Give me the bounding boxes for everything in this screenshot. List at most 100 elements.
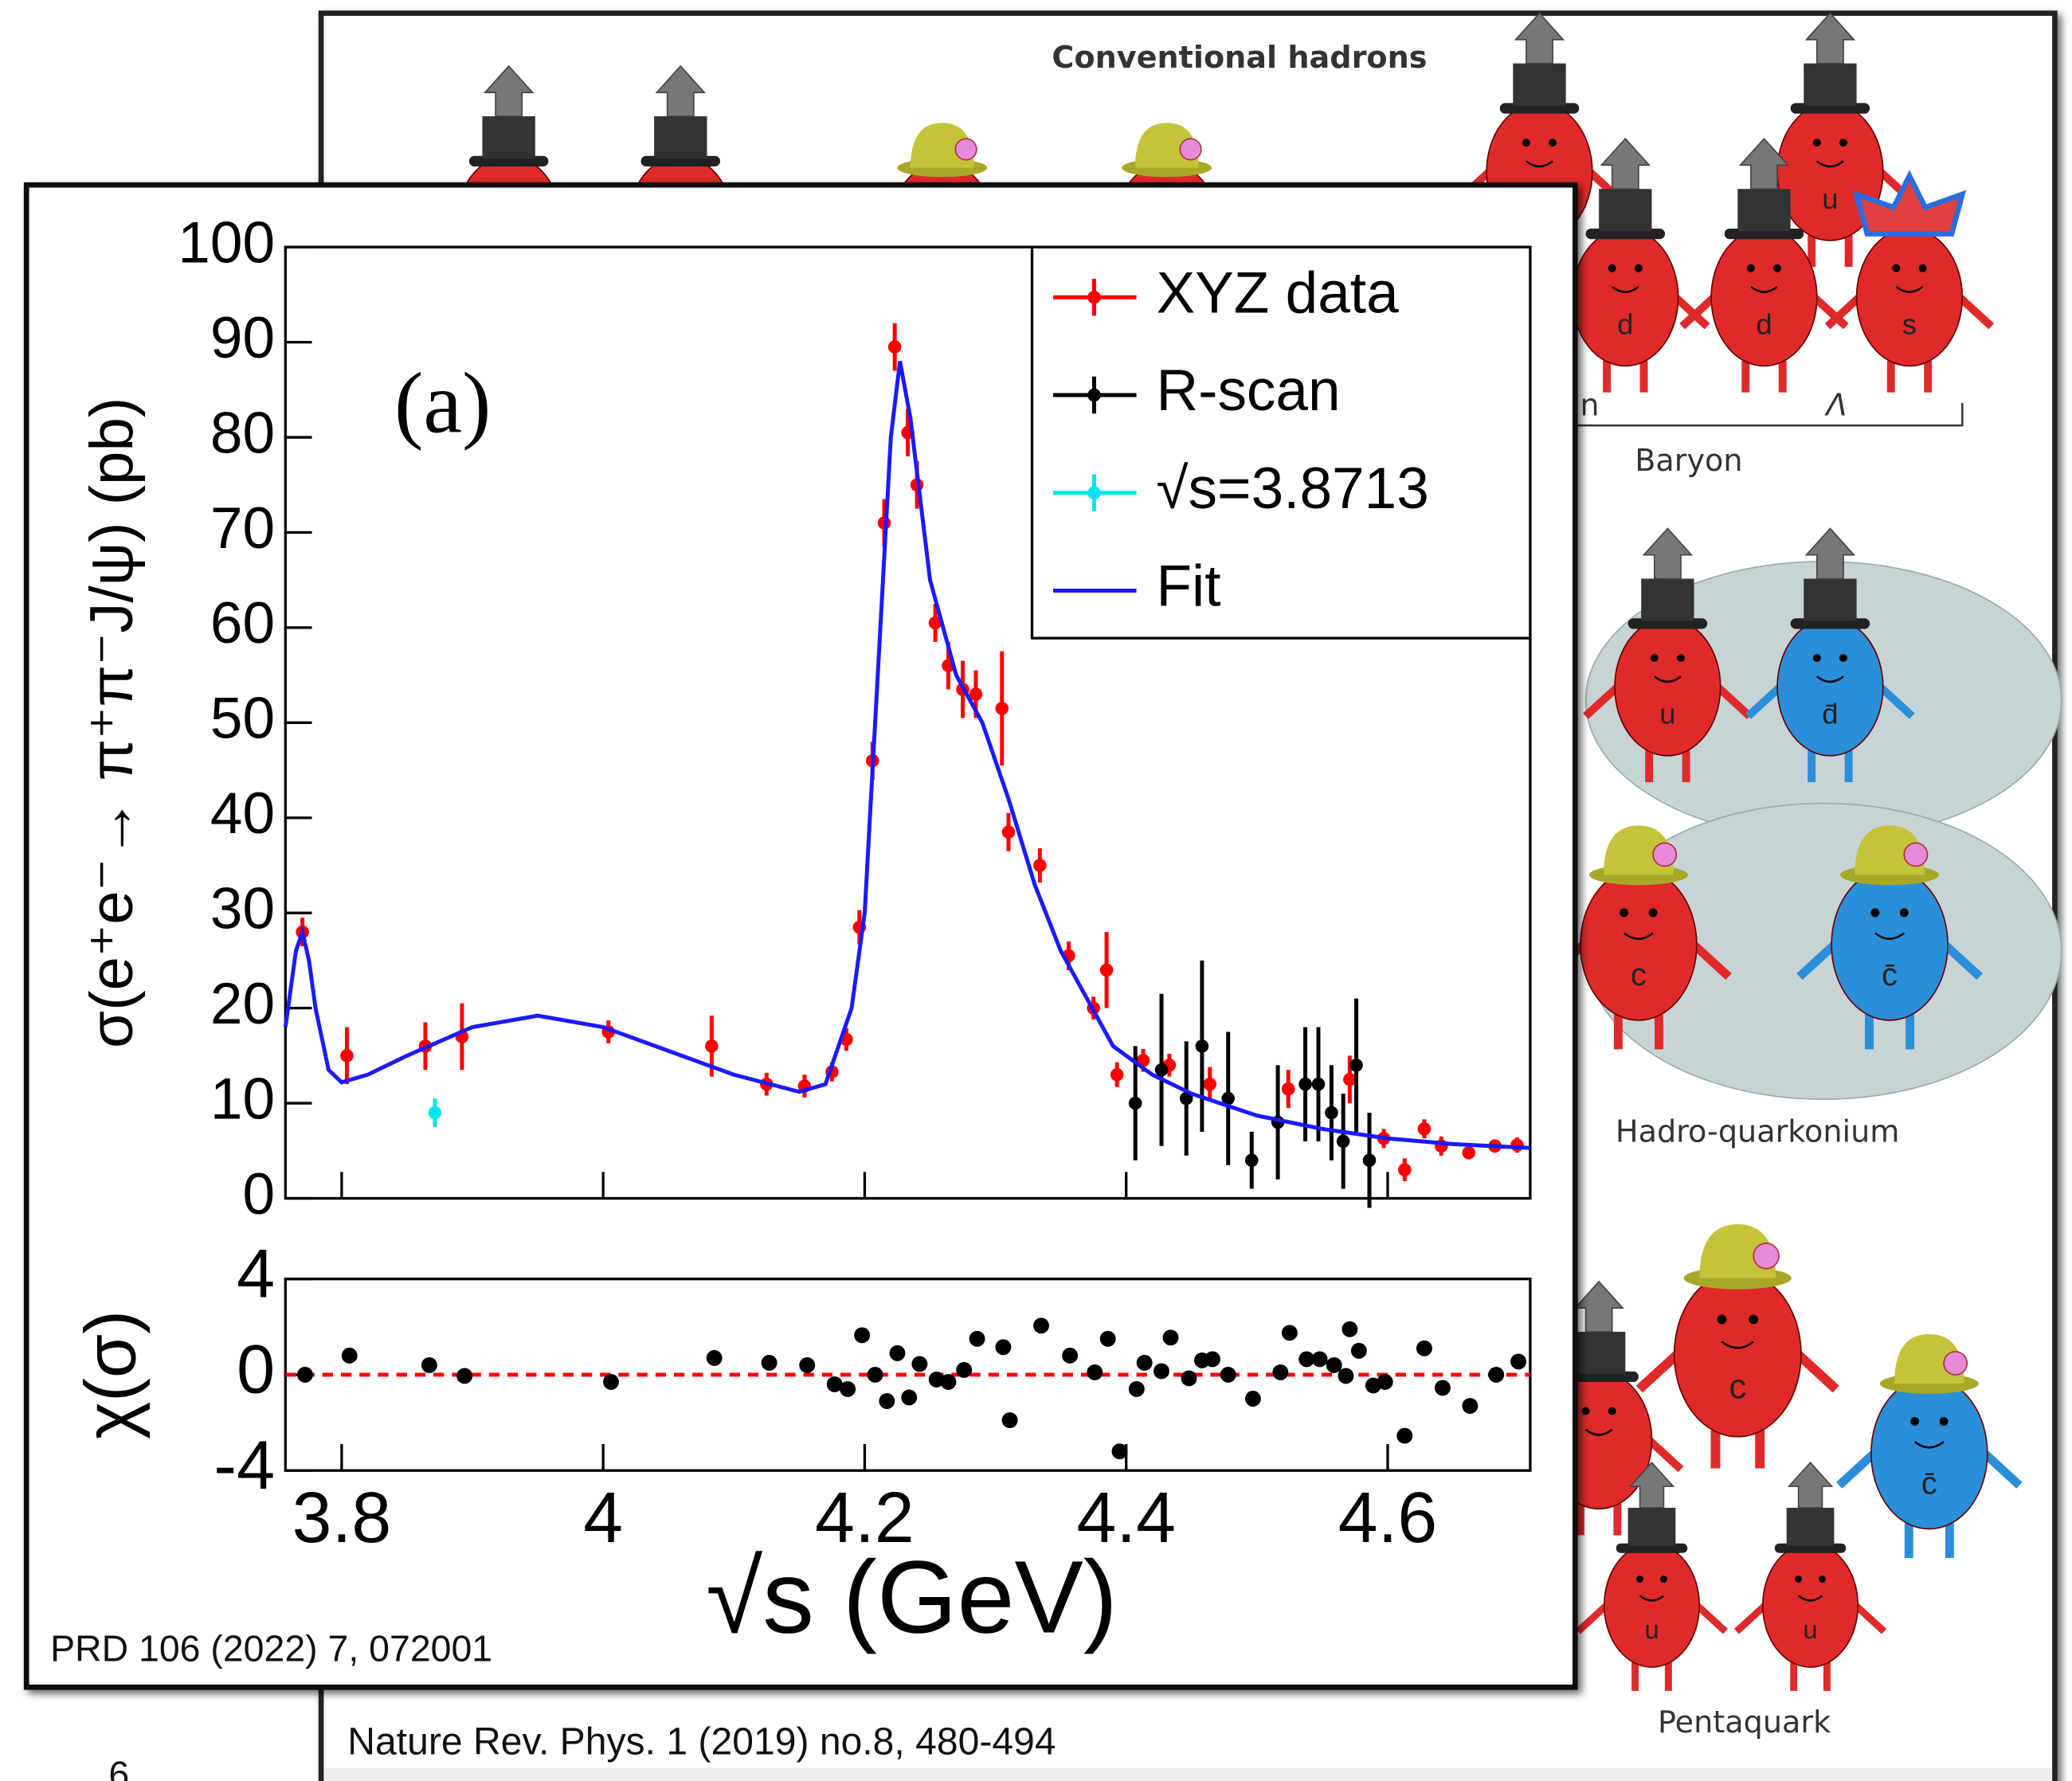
data-point [901,1390,917,1406]
data-point [941,1374,957,1390]
data-point [888,340,902,354]
y-tick-label: 100 [178,210,275,275]
figure-credit: Nature Rev. Phys. 1 (2019) no.8, 480-494 [347,1720,1056,1763]
quark-body [1674,1272,1801,1437]
eye [1717,1314,1726,1324]
quark-body [1573,229,1678,366]
data-point [868,1367,883,1383]
data-point [1351,1343,1367,1359]
eye [1608,1407,1616,1415]
quark-body [1615,618,1721,756]
data-point [1418,1122,1432,1136]
data-point [1338,1368,1353,1384]
hat-crown [1599,189,1651,231]
eye [1549,139,1557,147]
y-axis-label: χ(σ) [71,1310,151,1439]
y-tick-label: 0 [242,1162,275,1227]
data-point [1155,1063,1169,1077]
hat-crown [1641,579,1694,621]
hat-crown [1737,189,1790,231]
hat-crown [1513,64,1565,106]
data-point [297,1367,313,1383]
figure-footer-band [323,1767,2052,1781]
quark-label: u [1822,182,1838,215]
data-point [1510,1353,1526,1369]
y-tick-label: 20 [210,972,275,1036]
legend-label: Fit [1156,554,1220,619]
data-point [1377,1374,1393,1390]
hat-crown [1628,1508,1676,1546]
data-point [1163,1329,1179,1345]
data-point [1462,1398,1478,1414]
data-point [1129,1381,1145,1397]
eye [1795,1576,1802,1583]
quark-body [1763,1544,1858,1667]
eye [1620,908,1628,917]
hat-flower [1904,843,1927,866]
data-point [879,1393,895,1409]
quark-body [1580,869,1697,1020]
eye [1582,1407,1590,1415]
data-point [1129,1097,1142,1110]
data-point [1062,1348,1078,1364]
legend-label: XYZ data [1156,261,1399,326]
data-point [1002,825,1016,839]
x-tick-label: 4.6 [1338,1478,1438,1557]
data-point [1312,1351,1328,1367]
data-point [1396,1428,1412,1444]
data-point [1196,1039,1209,1053]
eye [1749,1314,1758,1324]
y-tick-label: 80 [210,401,275,465]
y-tick-label: 70 [210,496,275,561]
data-point [1435,1380,1451,1396]
data-point [956,1362,972,1378]
data-point [1462,1146,1475,1160]
data-point [1033,1317,1049,1333]
legend-marker [1087,389,1101,402]
data-point [1203,1078,1216,1091]
legend-marker [1087,291,1101,304]
data-point [840,1381,856,1397]
y-tick-label: 40 [210,781,275,846]
data-point [1033,859,1047,872]
quark-label: c [1729,1368,1746,1407]
neutron-label: n [1580,387,1599,422]
data-point [1398,1163,1412,1176]
data-point [995,702,1009,715]
eye [1910,1417,1919,1426]
y-tick-label: 90 [210,306,275,370]
hat-flower [1653,843,1676,866]
quark-label: c̄ [1921,1465,1937,1501]
quark-label: d̄ [1822,698,1838,730]
hat-crown [1573,1332,1625,1374]
lambda-label: Λ [1824,387,1847,422]
legend-marker [1087,486,1101,499]
data-point [1342,1321,1357,1337]
page-number: 6 [108,1753,129,1781]
pentaquark-label: Pentaquark [1658,1705,1831,1740]
data-point [1204,1351,1220,1367]
hadro-label: Hadro-quarkonium [1616,1114,1900,1149]
eye [1651,654,1659,662]
eye [1839,139,1847,147]
data-point [1100,1331,1116,1347]
eye [1773,264,1781,272]
eye [1892,264,1900,272]
data-point [456,1368,472,1384]
quark-label: s [1902,307,1917,340]
data-point [854,1327,870,1343]
eye [1839,654,1847,662]
eye [1649,908,1658,917]
eye [1940,1417,1949,1426]
data-point [1245,1391,1261,1407]
data-point [890,1345,906,1361]
data-point [1110,1068,1124,1082]
quark-label: u [1803,1615,1817,1644]
data-point [1002,1412,1018,1428]
data-point [1337,1135,1350,1149]
data-point [707,1350,723,1366]
y-tick-label: 0 [237,1332,275,1408]
data-point [429,1106,442,1120]
hat-crown [654,116,707,159]
eye [1747,264,1755,272]
